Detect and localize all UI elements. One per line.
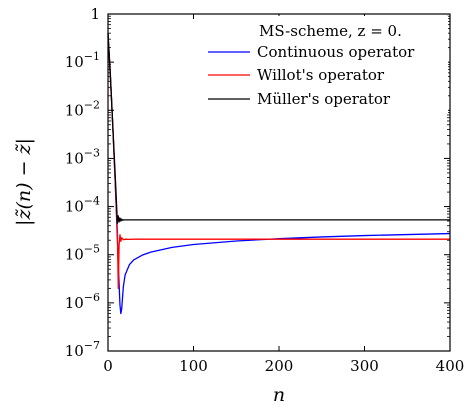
y-tick-label-exp-6: −1 bbox=[84, 50, 100, 63]
plot-frame bbox=[107, 13, 451, 352]
legend: MS-scheme, z = 0. Continuous operator Wi… bbox=[202, 16, 448, 114]
x-tick-label-1: 100 bbox=[179, 357, 208, 375]
y-tick-label-0: 10−7 bbox=[65, 339, 100, 360]
y-tick-label-6: 10−1 bbox=[65, 50, 100, 71]
y-tick-label-exp-0: −7 bbox=[84, 339, 100, 352]
legend-background bbox=[202, 16, 448, 114]
y-tick-label-1: 10−6 bbox=[65, 291, 100, 312]
tick-labels-layer: 0 100 200 300 40010−710−610−510−410−310−210−… bbox=[65, 5, 465, 375]
y-tick-label-base-4: 10 bbox=[65, 149, 84, 167]
y-tick-label-exp-2: −5 bbox=[84, 243, 100, 256]
y-axis-label: |z̃(n) − z̃| bbox=[13, 138, 35, 226]
lines-layer bbox=[107, 33, 451, 315]
y-tick-label-2: 10−5 bbox=[65, 243, 100, 264]
y-tick-label-base-2: 10 bbox=[65, 246, 84, 264]
x-tick-label-0: 0 bbox=[103, 357, 113, 375]
legend-label-1: Willot's operator bbox=[257, 66, 385, 84]
x-axis-label: n bbox=[273, 384, 285, 406]
y-tick-label-5: 10−2 bbox=[65, 98, 100, 119]
y-tick-label-7: 1 bbox=[90, 5, 100, 23]
legend-title: MS-scheme, z = 0. bbox=[259, 22, 402, 40]
y-tick-label-base-5: 10 bbox=[65, 101, 84, 119]
x-tick-label-4: 400 bbox=[436, 357, 465, 375]
y-tick-label-3: 10−4 bbox=[65, 195, 100, 216]
y-tick-label-base-7: 1 bbox=[90, 5, 100, 23]
legend-label-0: Continuous operator bbox=[257, 43, 415, 61]
y-tick-label-base-0: 10 bbox=[65, 342, 84, 360]
y-tick-label-exp-3: −4 bbox=[84, 195, 100, 208]
y-tick-label-exp-1: −6 bbox=[84, 291, 100, 304]
series-line-2 bbox=[107, 33, 450, 224]
y-tick-label-exp-4: −3 bbox=[84, 146, 100, 159]
x-tick-label-2: 200 bbox=[265, 357, 294, 375]
y-tick-label-base-6: 10 bbox=[65, 53, 84, 71]
y-tick-label-base-3: 10 bbox=[65, 198, 84, 216]
x-tick-label-3: 300 bbox=[350, 357, 379, 375]
y-tick-label-exp-5: −2 bbox=[84, 98, 100, 111]
y-tick-label-base-1: 10 bbox=[65, 294, 84, 312]
legend-label-2: Müller's operator bbox=[257, 90, 391, 108]
y-tick-label-4: 10−3 bbox=[65, 146, 100, 167]
